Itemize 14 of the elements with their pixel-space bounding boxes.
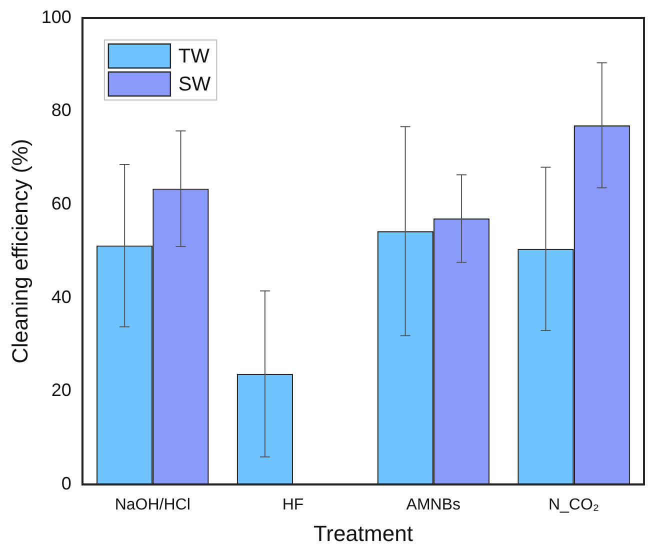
legend-label: SW <box>178 74 211 96</box>
x-tick-label: AMNBs <box>406 496 461 514</box>
y-axis-title: Cleaning efficiency (%) <box>7 138 32 364</box>
x-tick-label: N_CO₂ <box>548 496 600 514</box>
y-tick-label: 100 <box>41 6 72 27</box>
x-tick-label: HF <box>282 496 304 514</box>
y-tick-label: 40 <box>51 286 72 307</box>
y-tick-label: 80 <box>51 100 72 120</box>
y-tick-label: 60 <box>51 194 72 214</box>
x-axis-title: Treatment <box>313 520 413 546</box>
legend-label: TW <box>178 46 210 68</box>
y-tick-label: 0 <box>61 473 72 494</box>
x-tick-label: NaOH/HCl <box>114 496 190 514</box>
y-tick-label: 20 <box>51 380 72 400</box>
